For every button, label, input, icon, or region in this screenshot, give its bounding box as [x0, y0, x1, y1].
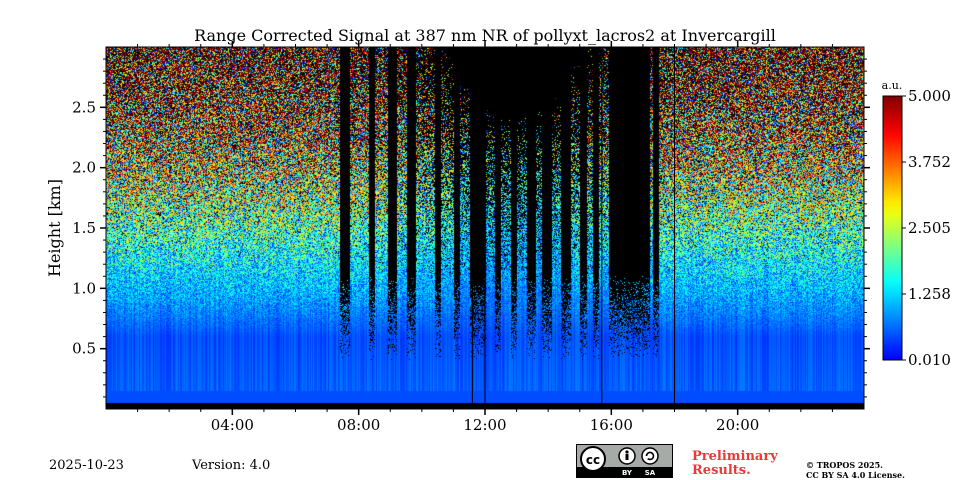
- version-label: Version: 4.0: [192, 458, 271, 473]
- cc-license-badge: cc BY SA: [576, 444, 673, 478]
- colorbar-tick-label: 5.000: [908, 87, 951, 105]
- colorbar: [882, 95, 903, 361]
- y-axis-label: Height [km]: [45, 179, 64, 277]
- x-tick-label: 16:00: [590, 416, 633, 434]
- lidar-chart: Range Corrected Signal at 387 nm NR of p…: [45, 26, 951, 440]
- chart-title: Range Corrected Signal at 387 nm NR of p…: [194, 26, 776, 45]
- cc-icon-text: cc: [586, 453, 600, 467]
- x-tick-label: 04:00: [211, 416, 254, 434]
- y-tick-label: 1.0: [72, 279, 96, 297]
- copyright-line-1: © TROPOS 2025.: [806, 460, 883, 470]
- preliminary-line-2: Results.: [692, 463, 751, 478]
- preliminary-line-1: Preliminary: [692, 449, 778, 464]
- x-tick-label: 20:00: [716, 416, 759, 434]
- sa-label: SA: [645, 469, 656, 477]
- date-label: 2025-10-23: [49, 458, 124, 473]
- copyright-line-2: CC BY SA 4.0 License.: [806, 470, 905, 480]
- preliminary-results-note: Preliminary Results.: [692, 450, 778, 478]
- y-tick-label: 2.5: [72, 98, 96, 116]
- y-tick-label: 0.5: [72, 340, 96, 358]
- colorbar-tick-label: 1.258: [908, 285, 951, 303]
- x-tick-label: 12:00: [463, 416, 506, 434]
- x-tick-label: 08:00: [337, 416, 380, 434]
- copyright-note: © TROPOS 2025. CC BY SA 4.0 License.: [806, 460, 905, 480]
- colorbar-tick-label: 0.010: [908, 351, 951, 369]
- y-tick-label: 1.5: [72, 219, 96, 237]
- sa-icon: [641, 447, 659, 465]
- by-label: BY: [622, 469, 633, 477]
- colorbar-tick-label: 2.505: [908, 219, 951, 237]
- y-tick-label: 2.0: [72, 159, 96, 177]
- colorbar-unit-label: a.u.: [882, 79, 903, 92]
- cc-icon: [580, 446, 606, 472]
- colorbar-tick-label: 3.752: [908, 153, 951, 171]
- x-axis-label: Time [UTC]: [438, 438, 532, 440]
